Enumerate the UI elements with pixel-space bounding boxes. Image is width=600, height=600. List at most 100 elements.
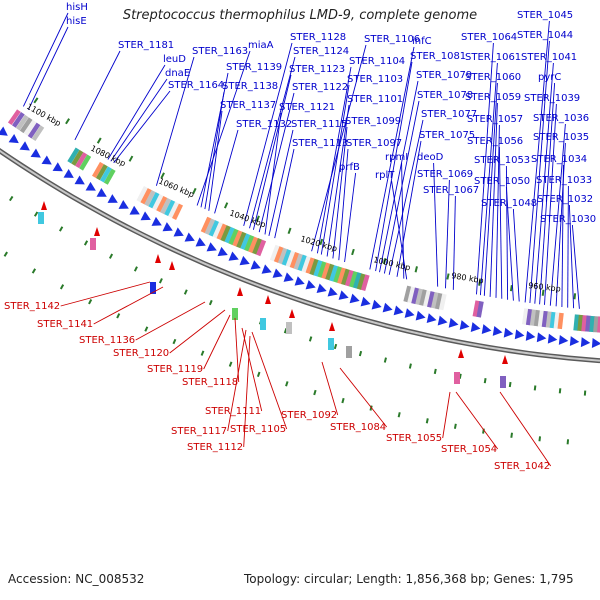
- tick-mark: [433, 368, 437, 375]
- gene-block: [95, 164, 108, 181]
- forward-gene-label: STER_1061: [465, 52, 521, 63]
- tick-mark: [414, 266, 418, 273]
- gene-block: [356, 273, 366, 290]
- tick-mark: [133, 266, 138, 272]
- scale-label: 1000 kbp: [373, 255, 412, 272]
- forward-gene-label: infC: [412, 36, 432, 47]
- gene-block: [75, 152, 88, 169]
- gene-block: [152, 194, 164, 211]
- forward-gene-arrow: [195, 237, 206, 247]
- forward-gene-label: STER_1067: [423, 185, 479, 196]
- reverse-leader-line: [499, 391, 552, 467]
- gene-block: [438, 293, 447, 311]
- forward-leader-line: [388, 119, 424, 275]
- forward-gene-arrow: [140, 211, 151, 221]
- tick-mark: [144, 326, 149, 332]
- forward-leader-line: [369, 46, 415, 270]
- forward-gene-label: STER_1041: [521, 52, 577, 63]
- forward-gene-arrow: [228, 251, 239, 261]
- forward-leader-line: [524, 20, 550, 303]
- scale-label: 980 kbp: [451, 271, 485, 285]
- forward-gene-arrow: [52, 162, 63, 172]
- forward-gene-label: STER_1048: [481, 198, 537, 209]
- reverse-gene-label: STER_1105: [230, 424, 286, 435]
- forward-leader-line: [110, 78, 168, 162]
- tick-mark: [508, 381, 512, 388]
- forward-gene-label: STER_1106: [364, 34, 420, 45]
- tick-mark: [200, 350, 205, 356]
- forward-gene-arrow: [569, 336, 580, 347]
- tick-mark: [256, 371, 261, 378]
- scale-label: 960 kbp: [528, 281, 561, 294]
- forward-gene-arrow: [327, 287, 338, 297]
- gene-block: [248, 236, 259, 254]
- gene-block: [23, 119, 37, 136]
- forward-leader-line: [529, 40, 550, 304]
- tick-mark: [453, 423, 457, 429]
- forward-gene-label: STER_1056: [467, 136, 523, 147]
- forward-leader-line: [568, 204, 575, 309]
- forward-leader-line: [208, 110, 223, 211]
- forward-gene-label: STER_1097: [346, 138, 402, 149]
- reverse-gene-arrow: [155, 254, 161, 263]
- gene-color-blocks: [7, 109, 600, 333]
- forward-gene-label: STER_1032: [537, 194, 593, 205]
- tick-mark: [223, 202, 229, 209]
- forward-gene-label: STER_1057: [467, 114, 523, 125]
- reverse-gene-label: STER_1055: [386, 433, 442, 444]
- forward-leader-line: [243, 42, 293, 227]
- reverse-leader-line: [243, 335, 251, 448]
- gene-block: [321, 262, 331, 280]
- tick-mark: [319, 238, 324, 246]
- tick-mark: [533, 385, 537, 391]
- reverse-gene-label: STER_1136: [79, 335, 135, 346]
- gene-block: [252, 238, 263, 255]
- reverse-gene-arrow: [289, 309, 295, 318]
- reverse-gene-label: STER_1112: [187, 442, 243, 453]
- gene-block: [200, 216, 212, 234]
- gene-block: [476, 301, 484, 318]
- forward-leader-line: [452, 195, 456, 290]
- forward-gene-label: STER_1128: [290, 32, 346, 43]
- gene-block: [427, 291, 435, 308]
- reverse-gene: [38, 212, 44, 224]
- forward-gene-arrow: [283, 272, 294, 282]
- reverse-leader-line: [339, 367, 388, 428]
- forward-gene-label: dnaE: [165, 68, 190, 79]
- tick-mark: [383, 357, 387, 363]
- forward-leader-line: [549, 123, 566, 306]
- gene-block: [557, 312, 564, 330]
- topology-text: Topology: circular; Length: 1,856,368 bp…: [244, 572, 574, 586]
- forward-leader-line: [544, 103, 557, 305]
- tick-mark: [183, 289, 188, 295]
- forward-gene-label: STER_1034: [531, 154, 587, 165]
- forward-leader-line: [326, 104, 350, 257]
- gene-block: [423, 290, 432, 307]
- forward-gene-label: STER_1121: [279, 102, 335, 113]
- gene-block: [220, 225, 231, 242]
- forward-leader-line: [561, 164, 564, 308]
- gene-block: [403, 285, 412, 303]
- gene-block: [244, 234, 255, 252]
- tick-mark: [333, 343, 338, 350]
- gene-block: [293, 253, 304, 270]
- forward-gene-label: rplT: [375, 170, 395, 181]
- reverse-label-leaders: [60, 281, 552, 467]
- tick-mark: [33, 211, 39, 217]
- gene-block: [140, 188, 152, 205]
- forward-gene-arrow: [525, 330, 536, 341]
- tick-mark: [255, 215, 260, 222]
- tick-mark: [116, 313, 121, 319]
- forward-gene-arrow: [514, 329, 525, 340]
- tick-mark: [446, 273, 450, 280]
- reverse-gene: [150, 282, 156, 294]
- forward-gene-label: deoD: [417, 152, 444, 163]
- tick-mark: [88, 299, 93, 305]
- reverse-gene: [232, 308, 238, 320]
- tick-mark: [566, 439, 570, 445]
- forward-gene-arrow: [41, 155, 52, 165]
- forward-gene-label: STER_1181: [118, 40, 174, 51]
- forward-gene-label: STER_1124: [293, 46, 349, 57]
- forward-leader-line: [22, 12, 69, 107]
